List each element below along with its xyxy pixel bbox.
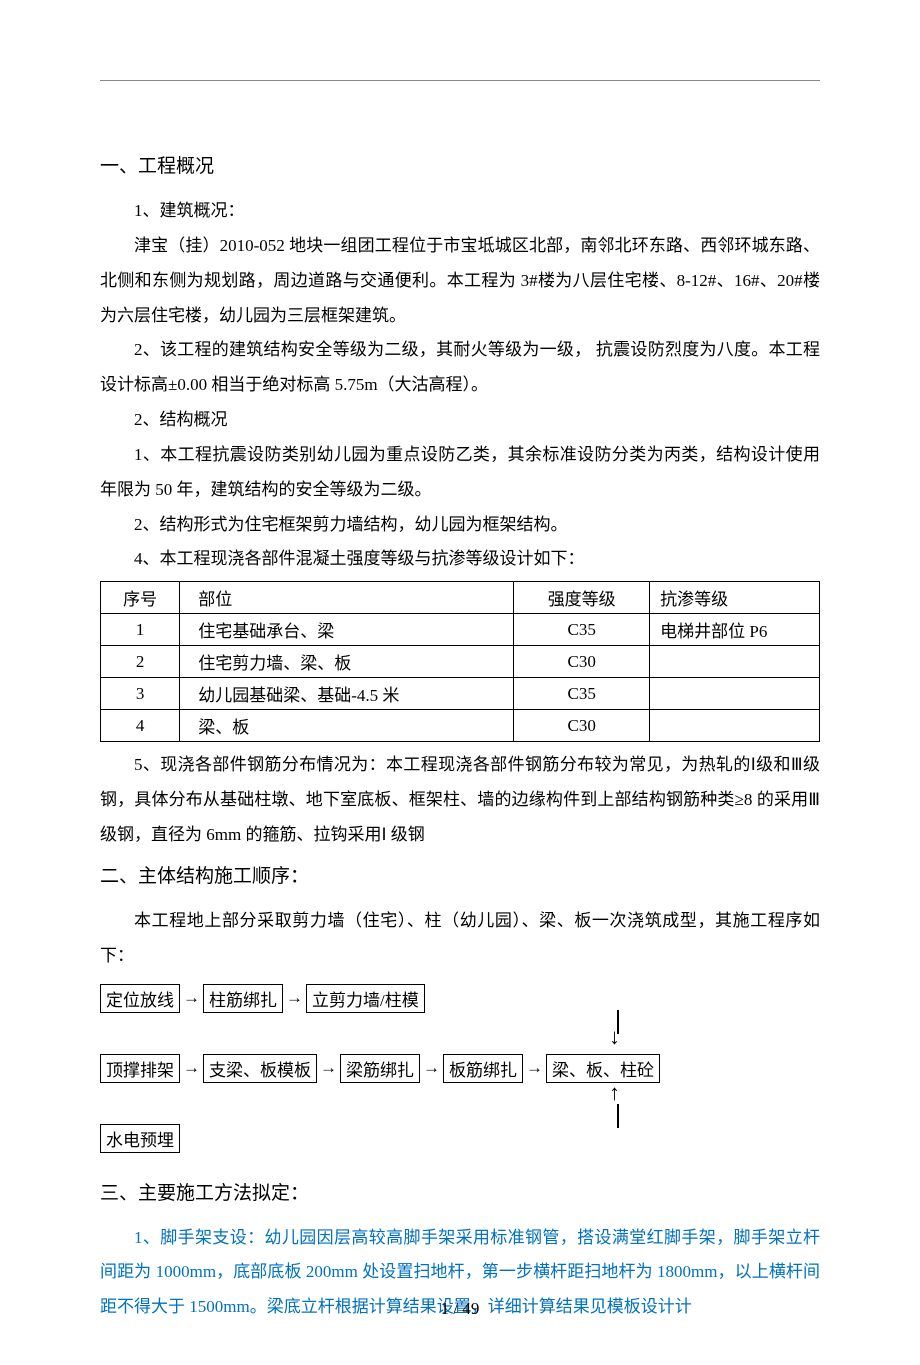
arrow-right-icon: → [523, 1058, 546, 1078]
table-cell: 3 [101, 678, 180, 710]
page-footer: 1 / 49 [0, 1299, 920, 1319]
section-1-title: 一、工程概况 [100, 151, 820, 178]
table-header-cell: 序号 [101, 582, 180, 614]
section-1-sub-2: 2、结构概况 [100, 403, 820, 438]
flow-box: 水电预埋 [100, 1124, 180, 1153]
paragraph: 2、该工程的建筑结构安全等级为二级，其耐火等级为一级， 抗震设防烈度为八度。本工… [100, 333, 820, 403]
arrow-right-icon: → [420, 1058, 443, 1078]
table-cell: 2 [101, 646, 180, 678]
arrow-right-icon: → [180, 1058, 203, 1078]
flow-box: 定位放线 [100, 984, 180, 1013]
flow-connector-up-line [617, 1104, 619, 1128]
table-cell: C30 [514, 646, 650, 678]
paragraph: 1、本工程抗震设防类别幼儿园为重点设防乙类，其余标准设防分类为丙类，结构设计使用… [100, 438, 820, 508]
flow-row-2: 顶撑排架→支梁、板模板→梁筋绑扎→板筋绑扎→梁、板、柱砼 [100, 1054, 660, 1083]
section-2-title: 二、主体结构施工顺序： [100, 861, 820, 888]
table-cell: 4 [101, 710, 180, 742]
arrow-right-icon: → [283, 988, 306, 1008]
flow-box: 立剪力墙/柱模 [306, 984, 425, 1013]
paragraph: 2、结构形式为住宅框架剪力墙结构，幼儿园为框架结构。 [100, 508, 820, 543]
flow-box: 顶撑排架 [100, 1054, 180, 1083]
table-header-row: 序号 部位 强度等级 抗渗等级 [101, 582, 820, 614]
table-cell [650, 678, 820, 710]
table-row: 1住宅基础承台、梁C35电梯井部位 P6 [101, 614, 820, 646]
table-cell: 住宅剪力墙、梁、板 [180, 646, 514, 678]
table-cell [650, 710, 820, 742]
paragraph: 津宝（挂）2010-052 地块一组团工程位于市宝坻城区北部，南邻北环东路、西邻… [100, 229, 820, 334]
document-page: 一、工程概况 1、建筑概况： 津宝（挂）2010-052 地块一组团工程位于市宝… [0, 0, 920, 1365]
flow-box: 支梁、板模板 [203, 1054, 317, 1083]
paragraph: 5、现浇各部件钢筋分布情况为：本工程现浇各部件钢筋分布较为常见，为热轧的Ⅰ级和Ⅲ… [100, 748, 820, 853]
header-rule [100, 80, 820, 81]
table-header-cell: 强度等级 [514, 582, 650, 614]
flow-box: 梁、板、柱砼 [546, 1054, 660, 1083]
flow-box: 板筋绑扎 [443, 1054, 523, 1083]
arrow-up-icon: ↑ [609, 1080, 620, 1106]
strength-table: 序号 部位 强度等级 抗渗等级 1住宅基础承台、梁C35电梯井部位 P62住宅剪… [100, 581, 820, 742]
flowchart: 定位放线→柱筋绑扎→立剪力墙/柱模 ↓ 顶撑排架→支梁、板模板→梁筋绑扎→板筋绑… [100, 984, 820, 1164]
section-3-title: 三、主要施工方法拟定： [100, 1178, 820, 1205]
table-row: 4梁、板C30 [101, 710, 820, 742]
table-cell: C35 [514, 678, 650, 710]
arrow-right-icon: → [317, 1058, 340, 1078]
table-cell: 幼儿园基础梁、基础-4.5 米 [180, 678, 514, 710]
table-row: 3幼儿园基础梁、基础-4.5 米C35 [101, 678, 820, 710]
paragraph: 本工程地上部分采取剪力墙（住宅）、柱（幼儿园）、梁、板一次浇筑成型，其施工程序如… [100, 904, 820, 974]
table-header-cell: 部位 [180, 582, 514, 614]
table-cell: 电梯井部位 P6 [650, 614, 820, 646]
table-cell [650, 646, 820, 678]
table-cell: C30 [514, 710, 650, 742]
table-cell: 住宅基础承台、梁 [180, 614, 514, 646]
flow-row-3: 水电预埋 [100, 1124, 180, 1153]
arrow-down-icon: ↓ [609, 1024, 620, 1050]
flow-box: 梁筋绑扎 [340, 1054, 420, 1083]
table-cell: 梁、板 [180, 710, 514, 742]
table-row: 2住宅剪力墙、梁、板C30 [101, 646, 820, 678]
paragraph: 4、本工程现浇各部件混凝土强度等级与抗渗等级设计如下： [100, 542, 820, 577]
flow-box: 柱筋绑扎 [203, 984, 283, 1013]
flow-row-1: 定位放线→柱筋绑扎→立剪力墙/柱模 [100, 984, 425, 1013]
section-1-sub-1: 1、建筑概况： [100, 194, 820, 229]
table-header-cell: 抗渗等级 [650, 582, 820, 614]
table-cell: 1 [101, 614, 180, 646]
arrow-right-icon: → [180, 988, 203, 1008]
table-cell: C35 [514, 614, 650, 646]
